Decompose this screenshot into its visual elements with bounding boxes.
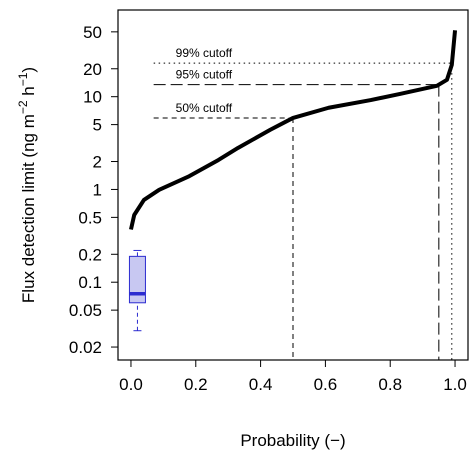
x-tick-label: 0.6 [314,375,338,394]
y-label-sup: −1 [16,72,30,86]
y-label-part: ) [19,67,38,73]
cutoff-label: 95% cutoff [176,68,233,82]
x-axis-label: Probability (−) [240,431,345,450]
cutoff-label: 99% cutoff [176,46,233,60]
cutoff-label: 50% cutoff [176,101,233,115]
x-tick-label: 0.8 [378,375,402,394]
x-tick-label: 0.4 [249,375,273,394]
y-tick-label: 0.5 [78,208,102,227]
y-tick-label: 1 [93,180,102,199]
y-tick-label: 2 [93,153,102,172]
y-tick-label: 0.1 [78,273,102,292]
y-label-part: h [19,86,38,100]
box-body [128,255,146,304]
y-tick-label: 10 [83,88,102,107]
y-tick-label: 5 [93,116,102,135]
curve [129,30,458,230]
x-tick-label: 0.0 [119,375,143,394]
y-label-sup: −2 [16,100,30,114]
plot-frame [117,9,469,361]
x-tick-label: 0.2 [184,375,208,394]
y-tick-label: 20 [83,60,102,79]
y-label-part: Flux detection limit (ng m [19,114,38,303]
y-tick-label: 0.02 [69,338,102,357]
y-tick-label: 50 [83,23,102,42]
y-axis-label: Flux detection limit (ng m−2 h−1) [16,67,38,303]
y-tick-label: 0.05 [69,301,102,320]
x-tick-label: 1.0 [443,375,467,394]
y-tick-label: 0.2 [78,245,102,264]
